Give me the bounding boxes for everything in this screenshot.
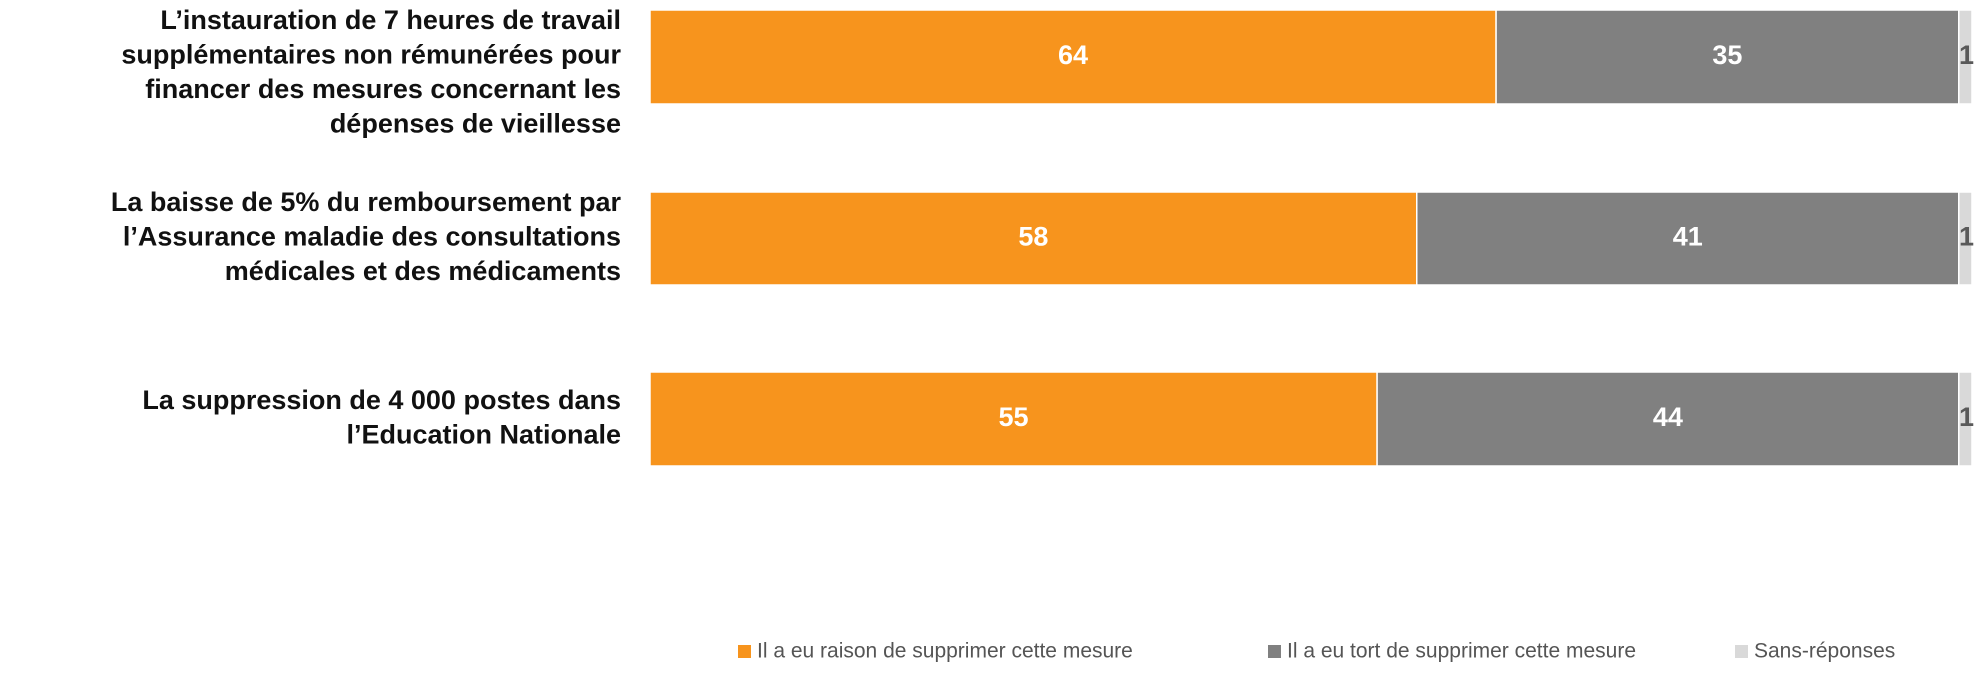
bar-segment [649, 9, 1497, 105]
value-label: 44 [1653, 402, 1683, 432]
bar-segment [1495, 9, 1960, 105]
legend-swatch [738, 645, 751, 658]
value-label: 41 [1673, 222, 1703, 252]
category-label: dépenses de vieillesse [330, 109, 621, 139]
category-label: financer des mesures concernant les [145, 74, 621, 104]
value-label: 1 [1959, 40, 1974, 70]
category-label: médicales et des médicaments [225, 256, 621, 286]
bar-segment [1958, 371, 1973, 467]
value-label: 1 [1959, 222, 1974, 252]
value-label: 58 [1018, 222, 1048, 252]
bar-segment [1958, 191, 1973, 286]
category-label: l’Assurance maladie des consultations [123, 222, 621, 252]
category-label: l’Education Nationale [346, 419, 621, 449]
legend-label: Il a eu tort de supprimer cette mesure [1287, 640, 1636, 663]
value-label: 35 [1712, 40, 1742, 70]
value-label: 64 [1058, 40, 1088, 70]
bar-segment [1376, 371, 1960, 467]
legend-label: Il a eu raison de supprimer cette mesure [757, 640, 1133, 663]
category-label: La suppression de 4 000 postes dans [142, 385, 621, 415]
bar-segment [1958, 9, 1973, 105]
bar-segment [649, 191, 1418, 286]
category-label: supplémentaires non rémunérées pour [121, 40, 621, 70]
category-label: La baisse de 5% du remboursement par [111, 187, 622, 217]
category-label: L’instauration de 7 heures de travail [160, 5, 621, 35]
legend-label: Sans-réponses [1754, 640, 1895, 663]
bar-segment [649, 371, 1378, 467]
value-label: 55 [999, 402, 1029, 432]
legend-swatch [1268, 645, 1281, 658]
bar-segment [1416, 191, 1960, 286]
value-label: 1 [1959, 402, 1974, 432]
legend-swatch [1735, 645, 1748, 658]
